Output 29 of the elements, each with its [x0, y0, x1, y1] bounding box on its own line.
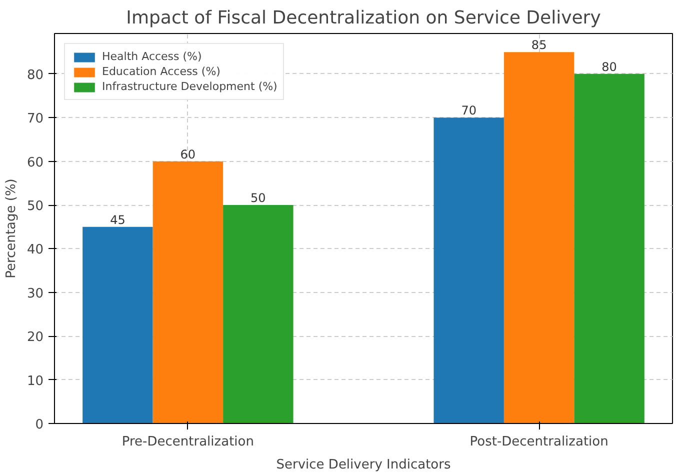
data-label: 80 [602, 60, 617, 74]
bar [434, 118, 504, 424]
y-tick-label: 40 [26, 242, 44, 258]
bar [152, 161, 224, 424]
bar [574, 74, 644, 424]
x-tick-label: Post-Decentralization [470, 434, 608, 450]
data-label: 85 [531, 38, 547, 52]
y-tick-label: 0 [35, 418, 44, 432]
legend-label: Education Access (%) [102, 65, 220, 78]
legend-label: Health Access (%) [102, 50, 202, 63]
y-axis-title: Percentage (%) [4, 178, 19, 278]
y-tick-label: 20 [26, 330, 44, 346]
bar [504, 52, 574, 424]
data-label: 70 [461, 104, 476, 118]
bar [223, 205, 294, 424]
bar [82, 226, 153, 424]
x-tick-label: Pre-Decentralization [122, 434, 254, 450]
y-tick-label: 30 [26, 286, 44, 302]
data-label: 60 [180, 147, 196, 162]
y-tick-label: 70 [26, 112, 44, 127]
y-tick-label: 60 [26, 155, 44, 170]
y-tick-label: 80 [26, 68, 44, 83]
chart-title: Impact of Fiscal Decentralization on Service Delivery [126, 8, 602, 28]
legend-label: Infrastructure Development (%) [102, 80, 278, 93]
x-axis-title: Service Delivery Indicators [276, 458, 451, 472]
data-label: 50 [250, 191, 266, 206]
y-tick-label: 10 [26, 374, 44, 389]
data-label: 45 [110, 212, 126, 227]
y-tick-label: 50 [26, 199, 44, 214]
